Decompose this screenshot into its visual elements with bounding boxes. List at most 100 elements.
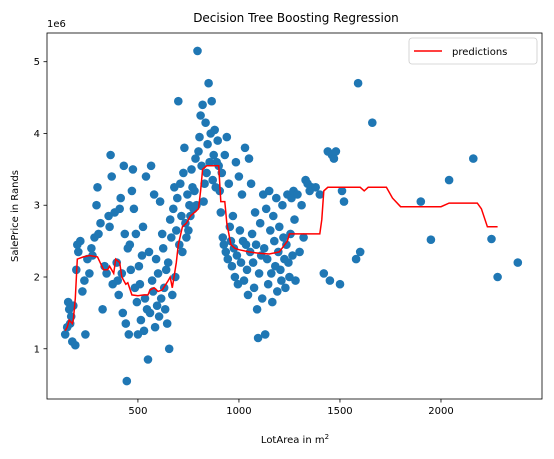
scatter-point [125,240,135,249]
scatter-point [134,261,144,271]
scatter-point [353,78,363,88]
scatter-point [180,143,189,153]
scatter-point [201,118,210,127]
x-tick-label: 500 [128,406,147,417]
scatter-point [325,276,335,285]
scatter-point [164,344,174,354]
scatter-point [140,294,150,303]
scatter-point [426,235,436,244]
scatter-point [151,254,161,264]
scatter-point [493,272,502,282]
scatter-point [179,168,188,178]
scatter-point [161,265,171,275]
x-tick-label: 1000 [226,406,251,417]
scatter-point [208,175,217,185]
scatter-point [335,279,345,289]
scatter-point [165,215,175,224]
scatter-point [155,197,165,206]
y-axis: 1 2 3 4 5 [34,57,47,355]
scatter-point [319,269,329,278]
scatter-point [299,233,308,242]
scatter-point [137,251,147,260]
scatter-point [329,154,339,163]
scatter-point [219,240,229,249]
scatter-point [157,229,167,239]
scatter-point [199,197,208,206]
scatter-point [355,247,365,257]
scatter-point [141,172,151,181]
scatter-point [169,204,178,214]
scatter-point [124,330,134,339]
scatter-point [153,269,163,278]
scatter-point [78,287,87,296]
scatter-point [158,244,168,253]
scatter-point [118,308,128,318]
scatter-point [268,297,277,307]
y-tick-label: 1 [34,344,40,355]
scatter-point [254,269,264,278]
scatter-point [127,186,137,196]
scatter-point [278,200,287,210]
scatter-point [146,161,156,171]
scatter-point [267,269,276,278]
scatter-point [275,222,284,232]
scatter-point [120,229,130,239]
scatter-point [487,234,496,244]
scatter-point [113,276,122,285]
scatter-point [262,254,272,264]
legend: predictions [408,37,538,65]
scatter-point [203,139,212,149]
scatter-point [241,240,251,249]
scatter-point [171,272,180,282]
scatter-point [94,229,103,239]
scatter-point [469,154,478,163]
scatter-point [105,222,114,232]
scatter-point [197,161,206,171]
y-tick-label: 2 [34,273,40,284]
scatter-point [315,190,325,199]
scatter-point [232,251,242,260]
scatter-point [174,96,183,106]
scatter-point [143,355,153,364]
scatter-point [284,258,293,267]
scatter-point [87,244,96,253]
scatter-point [368,118,377,127]
scatter-point [114,290,123,300]
scatter-point [251,240,261,249]
scatter-point [260,330,270,339]
scatter-point [106,150,115,160]
scatter-point [191,154,200,163]
scatter-point [290,215,299,224]
scatter-point [259,244,269,253]
scatter-point [160,305,170,314]
scatter-point [242,265,252,275]
predictions-line [64,165,498,332]
scatter-point [138,222,148,232]
scatter-point [69,301,78,311]
scatter-point [162,319,172,328]
scatter-point [273,287,282,296]
scatter-point [178,247,187,257]
scatter-point [202,168,211,178]
scatter-point [295,247,304,257]
scatter-point [152,301,162,311]
scatter-point [339,197,349,206]
scatter-point [249,283,259,293]
scatter-point [149,190,159,199]
scatter-point [218,233,228,242]
scatter-point [200,179,209,188]
scatter-point [144,247,154,257]
scatter-point [210,125,219,135]
scatter-point [98,305,107,314]
scatter-point [234,172,244,181]
scatter-point [266,226,275,235]
x-axis-label: LotArea in m2 [261,433,329,446]
legend-box [408,37,538,65]
scatter-point [145,308,155,318]
scatter-point [198,100,207,110]
scatter-point [126,265,136,275]
scatter-point [96,218,105,228]
scatter-point [272,193,281,203]
legend-predictions-label: predictions [452,47,507,58]
scatter-point [154,312,164,321]
